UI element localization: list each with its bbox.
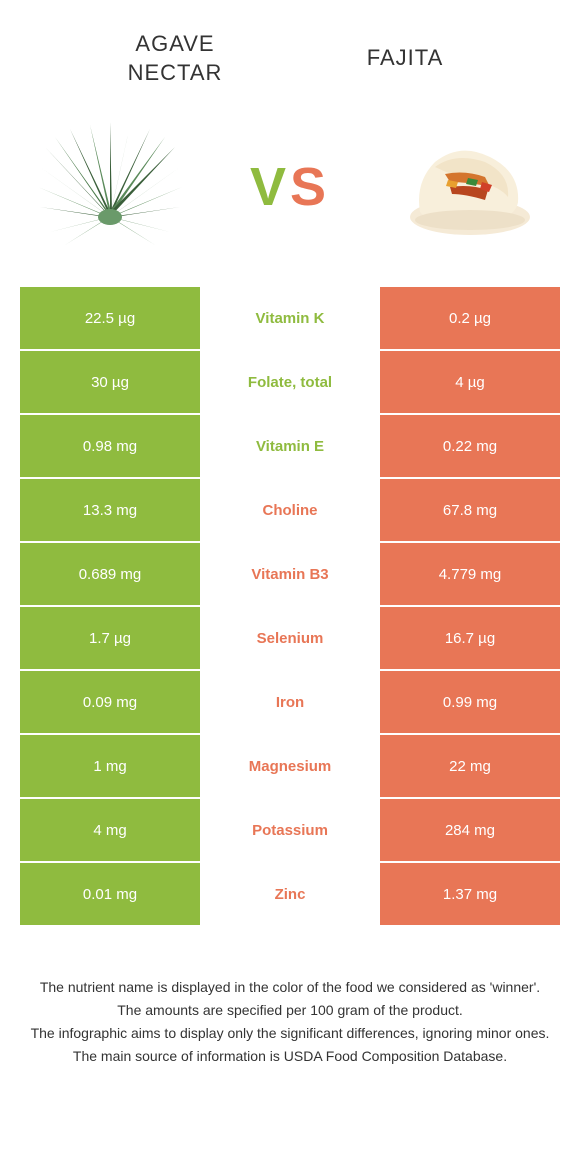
- nutrient-label-cell: Magnesium: [204, 735, 376, 797]
- table-row: 0.689 mgVitamin B34.779 mg: [20, 543, 560, 605]
- nutrient-label-cell: Folate, total: [204, 351, 376, 413]
- left-value-cell: 1.7 µg: [20, 607, 200, 669]
- right-value-cell: 67.8 mg: [380, 479, 560, 541]
- nutrient-label-cell: Vitamin B3: [204, 543, 376, 605]
- nutrient-label-cell: Choline: [204, 479, 376, 541]
- right-value-cell: 22 mg: [380, 735, 560, 797]
- footer-line-4: The main source of information is USDA F…: [30, 1046, 550, 1067]
- table-row: 0.98 mgVitamin E0.22 mg: [20, 415, 560, 477]
- header: AgaveNectar Fajita: [0, 0, 580, 107]
- left-value-cell: 22.5 µg: [20, 287, 200, 349]
- left-value-cell: 0.01 mg: [20, 863, 200, 925]
- left-value-cell: 0.98 mg: [20, 415, 200, 477]
- left-value-cell: 4 mg: [20, 799, 200, 861]
- right-food-title: Fajita: [290, 44, 520, 73]
- table-row: 1.7 µgSelenium16.7 µg: [20, 607, 560, 669]
- fajita-icon: [400, 132, 540, 242]
- nutrient-label-cell: Selenium: [204, 607, 376, 669]
- table-row: 22.5 µgVitamin K0.2 µg: [20, 287, 560, 349]
- nutrient-label-cell: Iron: [204, 671, 376, 733]
- table-row: 0.09 mgIron0.99 mg: [20, 671, 560, 733]
- left-value-cell: 13.3 mg: [20, 479, 200, 541]
- left-value-cell: 0.09 mg: [20, 671, 200, 733]
- comparison-table: 22.5 µgVitamin K0.2 µg30 µgFolate, total…: [20, 287, 560, 925]
- footer-line-1: The nutrient name is displayed in the co…: [30, 977, 550, 998]
- left-value-cell: 1 mg: [20, 735, 200, 797]
- footer-notes: The nutrient name is displayed in the co…: [0, 927, 580, 1099]
- right-value-cell: 4.779 mg: [380, 543, 560, 605]
- nutrient-label-cell: Potassium: [204, 799, 376, 861]
- vs-label: VS: [250, 156, 330, 218]
- table-row: 30 µgFolate, total4 µg: [20, 351, 560, 413]
- table-row: 4 mgPotassium284 mg: [20, 799, 560, 861]
- right-value-cell: 16.7 µg: [380, 607, 560, 669]
- vs-row: VS: [0, 107, 580, 287]
- left-value-cell: 0.689 mg: [20, 543, 200, 605]
- left-value-cell: 30 µg: [20, 351, 200, 413]
- right-value-cell: 0.2 µg: [380, 287, 560, 349]
- table-row: 0.01 mgZinc1.37 mg: [20, 863, 560, 925]
- nutrient-label-cell: Zinc: [204, 863, 376, 925]
- right-value-cell: 4 µg: [380, 351, 560, 413]
- agave-icon: [35, 117, 185, 257]
- footer-line-2: The amounts are specified per 100 gram o…: [30, 1000, 550, 1021]
- right-value-cell: 284 mg: [380, 799, 560, 861]
- left-food-title: AgaveNectar: [60, 30, 290, 87]
- footer-line-3: The infographic aims to display only the…: [30, 1023, 550, 1044]
- right-value-cell: 1.37 mg: [380, 863, 560, 925]
- fajita-image: [390, 112, 550, 262]
- table-row: 13.3 mgCholine67.8 mg: [20, 479, 560, 541]
- right-value-cell: 0.22 mg: [380, 415, 560, 477]
- agave-image: [30, 112, 190, 262]
- table-row: 1 mgMagnesium22 mg: [20, 735, 560, 797]
- right-value-cell: 0.99 mg: [380, 671, 560, 733]
- nutrient-label-cell: Vitamin K: [204, 287, 376, 349]
- nutrient-label-cell: Vitamin E: [204, 415, 376, 477]
